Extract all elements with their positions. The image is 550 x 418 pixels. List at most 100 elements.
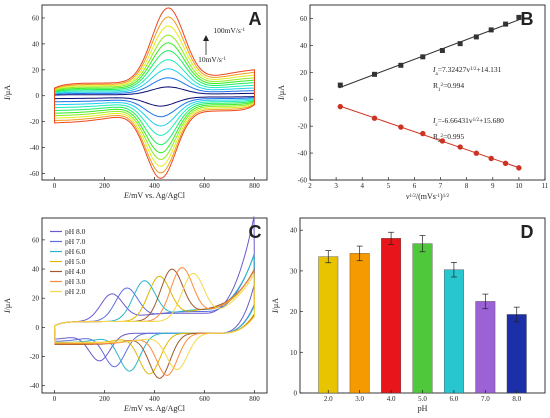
bar-pH-2.0 [318, 256, 339, 394]
x-tick-label-B: 6 [413, 182, 417, 190]
cv-curve-80mVs [54, 25, 255, 167]
y-axis-label-B: I/μA [277, 85, 286, 101]
bar-pH-5.0 [412, 243, 433, 394]
data-point-anodic [488, 27, 494, 33]
y-tick-label-D: 30 [290, 267, 298, 275]
x-tick-label-B: 4 [360, 182, 364, 190]
x-axis-label-D: pH [418, 404, 428, 413]
fit1-equation: Ia=7.32427v1/2+14.131 [432, 65, 502, 77]
data-point-cathodic [473, 150, 480, 156]
data-point-anodic [420, 54, 426, 60]
x-tick-label-B: 8 [465, 182, 469, 190]
data-point-anodic [439, 48, 445, 53]
y-tick-label-B: 20 [300, 69, 308, 77]
y-tick-label-B: 40 [300, 42, 308, 50]
x-tick-label-D: 2.0 [324, 395, 333, 403]
cv-curve-pH-2.0 [53, 272, 256, 371]
data-point-cathodic [398, 124, 404, 130]
annotation-10mVs: 10mV/s-1 [198, 55, 226, 64]
plot-frame-B [309, 4, 546, 181]
x-tick-label-D: 4.0 [387, 395, 396, 403]
x-tick-label-A: 800 [249, 182, 260, 190]
x-tick-label-B: 7 [439, 182, 443, 190]
bar-pH-7.0 [475, 301, 496, 394]
x-tick-label-B: 10 [515, 182, 523, 190]
fit2-equation: Ic=-6.66431v1/2+15.680 [432, 116, 504, 128]
fit1-r2: R12=0.994 [433, 81, 464, 93]
data-point-cathodic [502, 160, 509, 167]
legend-label: pH 4.0 [65, 267, 86, 276]
y-tick-label-B: -60 [298, 177, 308, 185]
data-point-cathodic [371, 115, 378, 121]
data-point-anodic [398, 62, 404, 68]
data-point-anodic [457, 41, 463, 47]
x-tick-label-D: 3.0 [355, 395, 364, 403]
x-tick-label-C: 200 [99, 395, 110, 403]
x-tick-label-C: 400 [149, 395, 160, 403]
x-tick-label-D: 6.0 [450, 395, 459, 403]
legend-label: pH 2.0 [65, 287, 86, 296]
cv-curve-100mVs [54, 7, 255, 179]
data-point-cathodic [420, 130, 426, 137]
legend-label: pH 3.0 [65, 277, 86, 286]
y-tick-label-B: -20 [298, 123, 308, 131]
y-tick-label-A: 40 [32, 40, 40, 48]
data-point-anodic [371, 71, 377, 77]
x-axis-label-B: v1/2/(mVs-1)1/2 [406, 192, 450, 201]
x-tick-label-A: 400 [149, 182, 160, 190]
legend-label: pH 8.0 [65, 227, 86, 236]
x-tick-label-C: 0 [53, 395, 57, 403]
bar-pH-4.0 [381, 238, 402, 394]
data-point-cathodic [457, 144, 463, 150]
data-point-anodic [473, 34, 479, 40]
y-tick-label-C: 60 [32, 236, 40, 244]
annotation-arrow-head [203, 35, 209, 41]
panel-label-C: C [249, 222, 262, 242]
y-tick-label-B: -40 [298, 150, 308, 158]
y-tick-label-A: 0 [36, 92, 40, 100]
y-tick-label-C: -20 [30, 353, 40, 361]
x-tick-label-D: 5.0 [418, 395, 427, 403]
data-point-cathodic [439, 138, 446, 144]
bar-pH-6.0 [443, 269, 464, 394]
y-tick-label-B: 60 [300, 15, 308, 23]
data-point-anodic [503, 21, 509, 27]
y-tick-label-A: 20 [32, 66, 40, 74]
y-tick-label-D: 10 [290, 349, 298, 357]
y-axis-label-C: I/μA [3, 298, 12, 314]
data-point-anodic [337, 82, 343, 88]
data-point-cathodic [516, 165, 522, 171]
y-tick-label-D: 20 [290, 308, 298, 316]
y-tick-label-C: 0 [36, 324, 40, 332]
fit2-r2: R22=0.995 [433, 132, 464, 144]
x-tick-label-B: 11 [542, 182, 549, 190]
y-axis-label-D: I/μA [271, 298, 280, 314]
y-tick-label-B: 0 [304, 96, 308, 104]
data-point-anodic [516, 14, 522, 20]
x-tick-label-D: 8.0 [512, 395, 521, 403]
bar-pH-3.0 [349, 253, 370, 394]
y-tick-label-A: -60 [30, 170, 40, 178]
bar-pH-8.0 [506, 314, 527, 394]
legend-label: pH 6.0 [65, 247, 86, 256]
x-tick-label-B: 9 [491, 182, 495, 190]
y-tick-label-A: -20 [30, 118, 40, 126]
x-tick-label-D: 7.0 [481, 395, 490, 403]
x-tick-label-A: 600 [199, 182, 210, 190]
x-tick-label-C: 800 [249, 395, 260, 403]
y-tick-label-C: 40 [32, 266, 40, 274]
x-tick-label-C: 600 [199, 395, 210, 403]
legend-label: pH 5.0 [65, 257, 86, 266]
legend-label: pH 7.0 [65, 237, 86, 246]
y-tick-label-A: -40 [30, 144, 40, 152]
data-point-cathodic [488, 155, 494, 162]
panel-label-A: A [249, 9, 262, 29]
x-tick-label-A: 200 [99, 182, 110, 190]
cv-curve-50mVs [54, 50, 255, 146]
y-axis-label-A: I/μA [3, 85, 12, 101]
annotation-100mVs: 100mV/s-1 [213, 26, 245, 35]
y-tick-label-D: 40 [290, 227, 298, 235]
data-point-cathodic [337, 103, 343, 110]
x-axis-label-A: E/mV vs. Ag/AgCl [123, 191, 186, 200]
